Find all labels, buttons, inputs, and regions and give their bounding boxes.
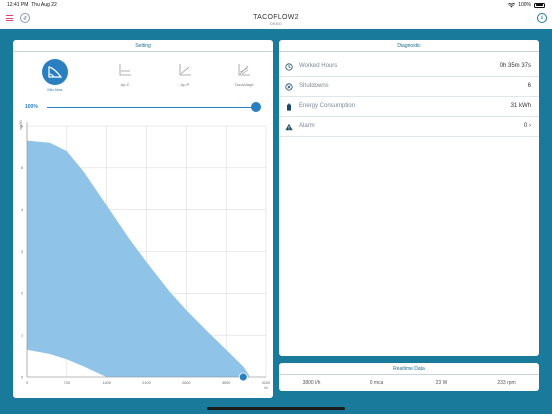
diag-row-shutdowns: Shutdowns 6 <box>279 77 539 97</box>
x-tick-label: 700 <box>64 381 70 385</box>
min-max-icon <box>42 59 68 85</box>
x-tick-label: 1400 <box>102 381 110 385</box>
x-axis-label: l/h <box>264 386 268 390</box>
status-bar: 12:41 PM Thu Aug 22 100% <box>0 0 552 9</box>
alarm-icon <box>285 123 293 131</box>
nav-bar: TACOFLOW2 DEMO i <box>0 9 552 29</box>
realtime-head: 0 mca <box>369 380 384 386</box>
x-tick-label: 3500 <box>222 381 230 385</box>
slider-thumb[interactable] <box>251 102 261 112</box>
mode-label: TacoAdapt <box>234 82 254 87</box>
diagnostic-header: Diagnostic <box>279 40 539 52</box>
realtime-power: 23 W <box>435 380 448 386</box>
x-tick-label: 2100 <box>142 381 150 385</box>
x-tick-label: 2800 <box>182 381 190 385</box>
realtime-flow: 3800 l/h <box>302 380 321 386</box>
diagnostic-panel: Diagnostic Worked Hours 0h 35m 37s Shutd… <box>279 40 539 356</box>
realtime-header: Realtime Data <box>279 363 539 375</box>
diag-value: 0 › <box>523 123 531 129</box>
home-indicator <box>207 407 345 410</box>
status-right: 100% <box>508 2 545 8</box>
slider-percent: 100% <box>25 104 38 110</box>
operating-point-marker <box>238 372 248 382</box>
diag-label: Alarm <box>299 123 315 129</box>
diag-label: Energy Consumption <box>299 103 356 109</box>
wifi-icon <box>508 2 516 7</box>
mode-dp-c[interactable]: Δp-C <box>105 54 145 87</box>
tacoadapt-icon <box>236 62 252 78</box>
dp-c-icon <box>117 62 133 78</box>
mode-selector: Min-Max Δp-C Δp-P TacoAdapt <box>13 54 273 98</box>
battery-percent: 100% <box>518 2 531 8</box>
shutdown-icon <box>285 83 293 91</box>
connection-icon[interactable] <box>20 13 30 23</box>
diag-value: 0h 35m 37s <box>499 63 531 69</box>
diag-row-energy: Energy Consumption 31 kWh <box>279 97 539 117</box>
y-tick-label: 0 <box>21 375 23 379</box>
battery-icon <box>534 2 545 8</box>
mode-label: Δp-P <box>180 82 190 87</box>
realtime-speed: 233 rpm <box>497 380 516 386</box>
setpoint-slider[interactable]: 100% <box>13 100 273 114</box>
mode-min-max[interactable]: Min-Max <box>35 54 75 92</box>
dp-p-icon <box>177 62 193 78</box>
menu-icon[interactable] <box>6 15 13 21</box>
y-tick-label: 5 <box>21 166 23 170</box>
pump-curve-area <box>27 140 249 377</box>
y-tick-label: 2 <box>21 292 23 296</box>
y-tick-label: 4 <box>21 208 23 212</box>
app-title: TACOFLOW2 <box>253 14 299 21</box>
diag-value: 6 <box>527 83 531 89</box>
setting-header: Setting <box>13 40 273 52</box>
status-time-date: 12:41 PM Thu Aug 22 <box>7 2 57 8</box>
y-tick-label: 3 <box>21 250 23 254</box>
battery-icon <box>287 103 291 111</box>
diag-row-alarm[interactable]: Alarm 0 › <box>279 117 539 137</box>
clock-icon <box>285 63 293 71</box>
setting-panel: Setting Min-Max Δp-C Δp-P TacoAdapt <box>13 40 273 398</box>
x-tick-label: 0 <box>26 381 28 385</box>
diag-label: Shutdowns <box>299 83 329 89</box>
slider-track[interactable] <box>47 106 255 108</box>
mode-label: Δp-C <box>120 82 130 87</box>
x-tick-label: 4200 <box>262 381 270 385</box>
mode-dp-p[interactable]: Δp-P <box>165 54 205 87</box>
y-axis-label: mH2O <box>19 120 23 130</box>
diag-row-worked-hours: Worked Hours 0h 35m 37s <box>279 57 539 77</box>
mode-label: Min-Max <box>47 87 63 92</box>
diag-label: Worked Hours <box>299 63 338 69</box>
mode-tacoadapt[interactable]: TacoAdapt <box>224 54 264 87</box>
app-subtitle: DEMO <box>270 22 282 26</box>
realtime-panel: Realtime Data 3800 l/h 0 mca 23 W 233 rp… <box>279 363 539 391</box>
info-icon[interactable]: i <box>537 13 547 23</box>
y-tick-label: 1 <box>21 333 23 337</box>
realtime-values: 3800 l/h 0 mca 23 W 233 rpm <box>279 375 539 391</box>
y-tick-label: 6 <box>21 124 23 128</box>
diag-value: 31 kWh <box>510 103 531 109</box>
